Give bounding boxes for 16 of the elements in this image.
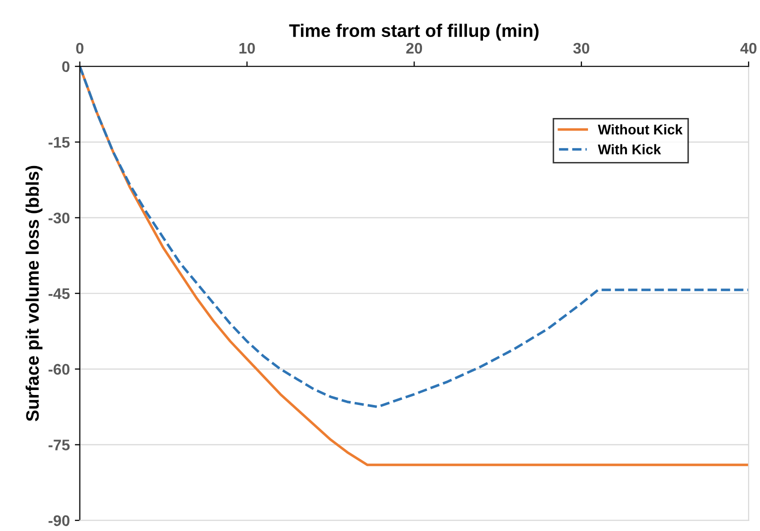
- y-tick-label: -60: [48, 364, 70, 375]
- y-tick-label: -15: [48, 137, 70, 148]
- y-tick-label: 0: [62, 61, 70, 72]
- y-tick-label: -90: [48, 515, 70, 526]
- x-tick-label: 30: [573, 42, 590, 54]
- x-axis-title: Time from start of fillup (min): [289, 24, 539, 41]
- y-axis-title: Surface pit volume loss (bbls): [26, 166, 42, 422]
- y-tick-label: -30: [48, 212, 70, 224]
- legend-label: Without Kick: [598, 124, 683, 134]
- x-tick-label: 0: [76, 42, 84, 54]
- y-tick-label: -45: [48, 288, 70, 300]
- legend-label: With Kick: [598, 144, 662, 154]
- y-tick-label: -75: [48, 440, 70, 450]
- x-tick-label: 40: [740, 42, 756, 54]
- x-tick-label: 20: [406, 42, 422, 54]
- x-tick-label: 10: [239, 42, 255, 54]
